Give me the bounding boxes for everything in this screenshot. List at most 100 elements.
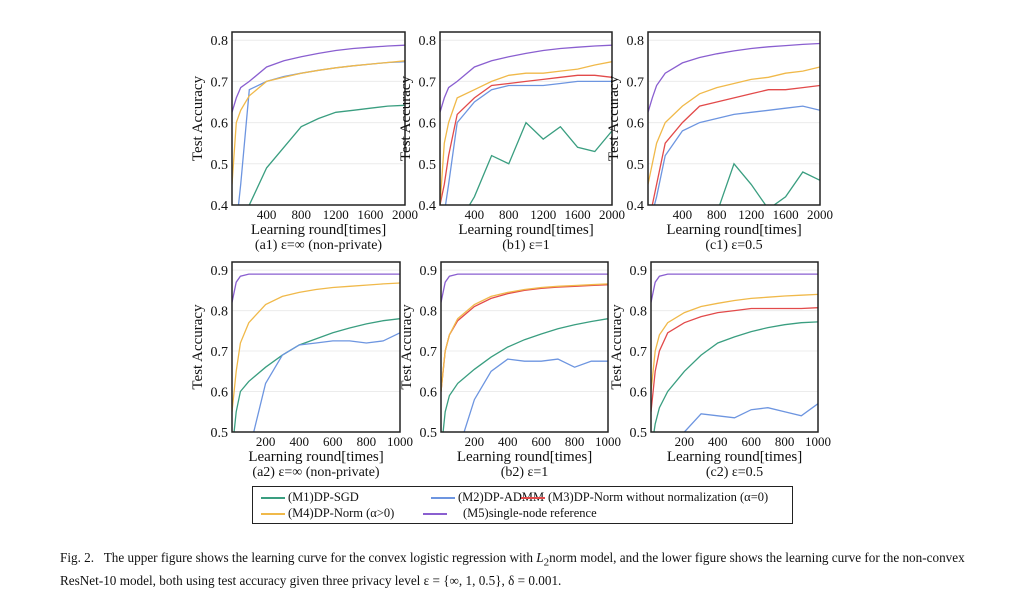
plot-frame — [440, 261, 609, 433]
y-tick-label: 0.5 — [211, 158, 229, 173]
series-line — [651, 293, 818, 392]
x-tick-label: 600 — [741, 434, 761, 449]
y-tick-label: 0.6 — [211, 117, 229, 132]
legend-label: (M4)DP-Norm (α>0) — [288, 506, 395, 520]
subplot-c2: 0.5 0.6 0.7 0.8 0.9 200 400 600 800 1000Learning … — [609, 261, 831, 480]
series-line — [232, 44, 405, 113]
series-line — [232, 60, 405, 185]
y-tick-label: 0.7 — [211, 345, 229, 360]
y-tick-label: 0.7 — [627, 75, 645, 90]
x-tick-label: 400 — [289, 434, 309, 449]
plot-frame — [439, 31, 613, 206]
y-tick-label: 0.9 — [630, 264, 648, 279]
series-line — [441, 284, 608, 392]
y-axis-label: Test Accuracy — [399, 304, 415, 390]
y-tick-label: 0.8 — [630, 305, 648, 320]
x-tick-label: 200 — [465, 434, 485, 449]
series-line — [442, 318, 608, 432]
y-axis-label: Test Accuracy — [190, 75, 206, 161]
series-line — [651, 273, 818, 303]
series-line — [648, 66, 820, 185]
legend-label: (M2)DP-ADMM — [458, 490, 545, 504]
plot-frame — [647, 31, 821, 206]
caption-text: norm model, and the lower figure shows t… — [60, 550, 965, 588]
series-line — [253, 332, 400, 432]
y-axis-label: Test Accuracy — [398, 75, 414, 161]
plot-frame — [231, 31, 406, 206]
series-line — [651, 84, 820, 205]
series-line — [232, 282, 400, 412]
y-tick-label: 0.6 — [627, 117, 645, 132]
x-tick-label: 1600 — [357, 207, 383, 222]
x-tick-label: 800 — [291, 207, 311, 222]
y-tick-label: 0.5 — [627, 158, 645, 173]
series-line — [232, 273, 400, 303]
legend-swatch — [261, 496, 285, 499]
series-line — [463, 358, 608, 432]
y-tick-label: 0.9 — [420, 264, 438, 279]
subplot-c1: 0.4 0.5 0.6 0.7 0.8 400 800 1200 1600 2000 Learnin… — [606, 31, 833, 253]
legend-item-m4: (M4)DP-Norm (α>0) — [261, 506, 394, 521]
y-tick-label: 0.6 — [211, 386, 229, 401]
figure-panels: 0.4 0.5 0.6 0.7 0.8 400 800 1200 1600 2000 Learnin… — [190, 31, 833, 480]
caption-label: Fig. 2. — [60, 550, 95, 565]
x-tick-label: 1000 — [805, 434, 831, 449]
x-tick-label: 400 — [708, 434, 728, 449]
y-tick-label: 0.6 — [630, 386, 648, 401]
legend-swatch — [521, 496, 545, 499]
x-tick-label: 2000 — [599, 207, 625, 222]
x-tick-label: 400 — [673, 207, 693, 222]
legend-label: (M1)DP-SGD — [288, 490, 359, 504]
plot-frame — [650, 261, 819, 433]
y-axis-label: Test Accuracy — [190, 304, 206, 390]
series-line — [441, 273, 608, 303]
x-axis-label: Learning round[times] — [458, 222, 593, 238]
x-tick-label: 1000 — [387, 434, 413, 449]
x-tick-label: 800 — [357, 434, 377, 449]
legend-item-m5: (M5)single-node reference — [423, 506, 597, 521]
subplot-a1: 0.4 0.5 0.6 0.7 0.8 400 800 1200 1600 2000 Learnin… — [190, 31, 418, 253]
series-line — [653, 105, 820, 205]
y-axis-label: Test Accuracy — [609, 304, 625, 390]
y-tick-label: 0.9 — [211, 264, 229, 279]
legend-label: (M3)DP-Norm without normalization (α=0) — [548, 490, 769, 504]
x-tick-label: 1200 — [738, 207, 764, 222]
y-tick-label: 0.8 — [420, 305, 438, 320]
series-line — [440, 74, 612, 205]
x-tick-label: 2000 — [392, 207, 418, 222]
y-tick-label: 0.8 — [419, 34, 437, 49]
subplot-b2: 0.5 0.6 0.7 0.8 0.9 200 400 600 800 1000Learning … — [399, 261, 621, 480]
series-line — [468, 121, 612, 205]
x-tick-label: 200 — [256, 434, 276, 449]
y-tick-label: 0.4 — [627, 199, 645, 214]
series-line — [648, 42, 820, 113]
x-tick-label: 600 — [531, 434, 551, 449]
subplot-caption: (b2) ε=1 — [501, 465, 549, 480]
figure-caption: Fig. 2. The upper figure shows the learn… — [60, 549, 970, 589]
x-axis-label: Learning round[times] — [251, 222, 386, 238]
x-axis-label: Learning round[times] — [248, 449, 383, 465]
y-tick-label: 0.8 — [627, 34, 645, 49]
legend-swatch — [431, 496, 455, 499]
series-line — [653, 321, 818, 432]
legend-item-m1: (M1)DP-SGD — [261, 490, 359, 505]
y-tick-label: 0.7 — [211, 75, 229, 90]
caption-math-sub: 2 — [543, 556, 550, 569]
subplot-caption: (c2) ε=0.5 — [706, 465, 763, 480]
y-tick-label: 0.5 — [420, 426, 438, 441]
subplot-caption: (a1) ε=∞ (non-private) — [255, 238, 382, 253]
legend-swatch — [423, 512, 447, 515]
series-line — [440, 44, 612, 113]
x-tick-label: 600 — [323, 434, 343, 449]
x-tick-label: 800 — [565, 434, 585, 449]
caption-text: The upper figure shows the learning curv… — [103, 550, 537, 565]
series-line — [440, 61, 612, 205]
y-tick-label: 0.8 — [211, 305, 229, 320]
x-tick-label: 400 — [465, 207, 485, 222]
subplot-caption: (c1) ε=0.5 — [705, 238, 762, 253]
legend-item-m2: (M2)DP-ADMM — [431, 490, 544, 505]
series-line — [718, 162, 820, 205]
x-tick-label: 1600 — [773, 207, 799, 222]
subplot-a2: 0.5 0.6 0.7 0.8 0.9 200 400 600 800 1000 Learning … — [190, 261, 413, 480]
y-tick-label: 0.7 — [630, 345, 648, 360]
